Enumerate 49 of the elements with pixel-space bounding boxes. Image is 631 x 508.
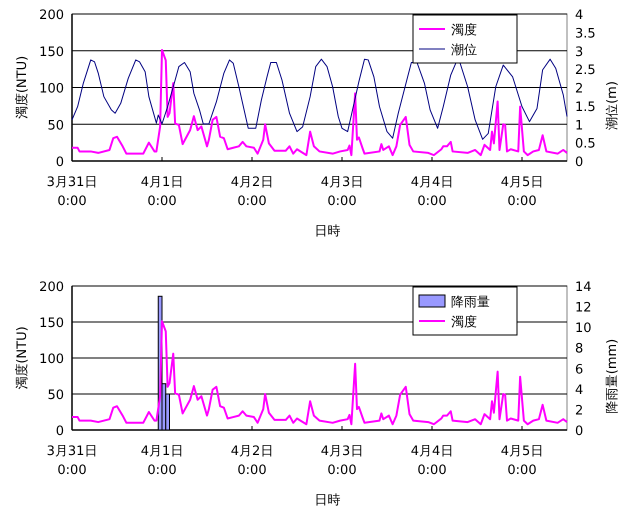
- y-tick-label: 200: [39, 8, 64, 23]
- y-tick-label: 150: [39, 316, 64, 331]
- x-tick-label: 4月5日 0:00: [500, 175, 544, 209]
- legend-label: 潮位: [451, 43, 477, 58]
- x-tick-label: 4月3日 0:00: [320, 175, 364, 209]
- y2-axis-title: 降雨量(mm): [605, 338, 620, 414]
- legend-label: 濁度: [451, 22, 477, 38]
- y2-tick-label: 1.5: [575, 100, 596, 115]
- y-tick-label: 0: [56, 155, 64, 170]
- y-tick-label: 100: [39, 352, 64, 367]
- y2-axis-title: 潮位(m): [605, 81, 620, 130]
- legend-label: 降雨量: [451, 295, 490, 310]
- y2-tick-label: 4: [575, 382, 584, 398]
- y2-tick-label: 8: [575, 342, 584, 357]
- x-tick-label: 4月1日 0:00: [140, 444, 184, 478]
- y-tick-label: 200: [39, 280, 64, 295]
- y2-tick-label: 0: [575, 424, 584, 439]
- y-axis-title: 濁度(NTU): [14, 56, 30, 120]
- y2-tick-label: 4: [575, 8, 584, 23]
- y2-tick-label: 3: [575, 44, 584, 60]
- x-axis-title: 日時: [314, 493, 340, 508]
- x-tick-label: 3月31日 0:00: [46, 175, 98, 209]
- y-tick-label: 0: [56, 424, 64, 439]
- y2-tick-label: 2: [575, 403, 584, 418]
- x-tick-label: 4月3日 0:00: [320, 444, 364, 478]
- x-tick-label: 4月2日 0:00: [230, 175, 274, 209]
- x-tick-label: 4月5日 0:00: [500, 444, 544, 478]
- y-tick-label: 50: [47, 118, 64, 134]
- y2-tick-label: 6: [575, 362, 584, 378]
- x-tick-label: 4月4日 0:00: [410, 175, 454, 209]
- y2-tick-label: 3.5: [575, 26, 596, 42]
- x-tick-label: 4月2日 0:00: [230, 444, 274, 478]
- y2-tick-label: 0.5: [575, 136, 596, 152]
- y2-tick-label: 2: [575, 82, 584, 96]
- legend-label: 濁度: [451, 314, 477, 330]
- y2-tick-label: 12: [575, 300, 592, 316]
- y2-tick-label: 1: [575, 118, 584, 134]
- x-tick-label: 4月1日 0:00: [140, 175, 184, 209]
- y-tick-label: 50: [47, 388, 64, 403]
- y-axis-title: 濁度(NTU): [14, 326, 30, 390]
- y-tick-label: 100: [39, 82, 64, 96]
- y2-tick-label: 0: [575, 155, 584, 170]
- y2-tick-label: 14: [575, 280, 592, 295]
- y2-tick-label: 10: [575, 321, 592, 336]
- x-axis-title: 日時: [314, 224, 340, 239]
- x-tick-label: 4月4日 0:00: [410, 444, 454, 478]
- y-tick-label: 150: [39, 44, 64, 60]
- x-tick-label: 3月31日 0:00: [46, 444, 98, 478]
- y2-tick-label: 2.5: [575, 63, 596, 78]
